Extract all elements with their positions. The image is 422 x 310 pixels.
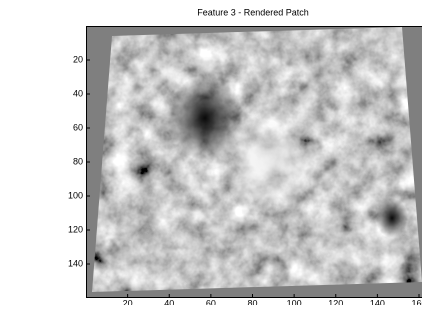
y-tick-label: 60 [73,122,83,132]
x-tick-label: 60 [206,298,216,305]
x-tick-label: 100 [287,298,302,305]
shadow [376,198,408,238]
highlight [213,110,323,210]
image [86,26,422,298]
x-tick-label: 80 [247,298,257,305]
y-tick-label: 140 [68,258,83,268]
y-tick-label: 120 [68,224,83,234]
x-tick-label: 40 [164,298,174,305]
page: Feature 3 - Rendered Patch 20 40 60 80 100 12… [0,0,422,305]
x-tick-label: 120 [328,298,343,305]
x-tick-label: 140 [370,298,385,305]
y-tick-label: 20 [73,54,83,64]
y-tick-label: 40 [73,88,83,98]
x-tick-label: 160 [411,298,422,305]
chart: Feature 3 - Rendered Patch 20 40 60 80 100 12… [0,0,422,305]
x-tick-label: 20 [123,298,133,305]
y-tick-label: 100 [68,190,83,200]
y-tick-label: 80 [73,156,83,166]
chart-title: Feature 3 - Rendered Patch [197,7,309,17]
